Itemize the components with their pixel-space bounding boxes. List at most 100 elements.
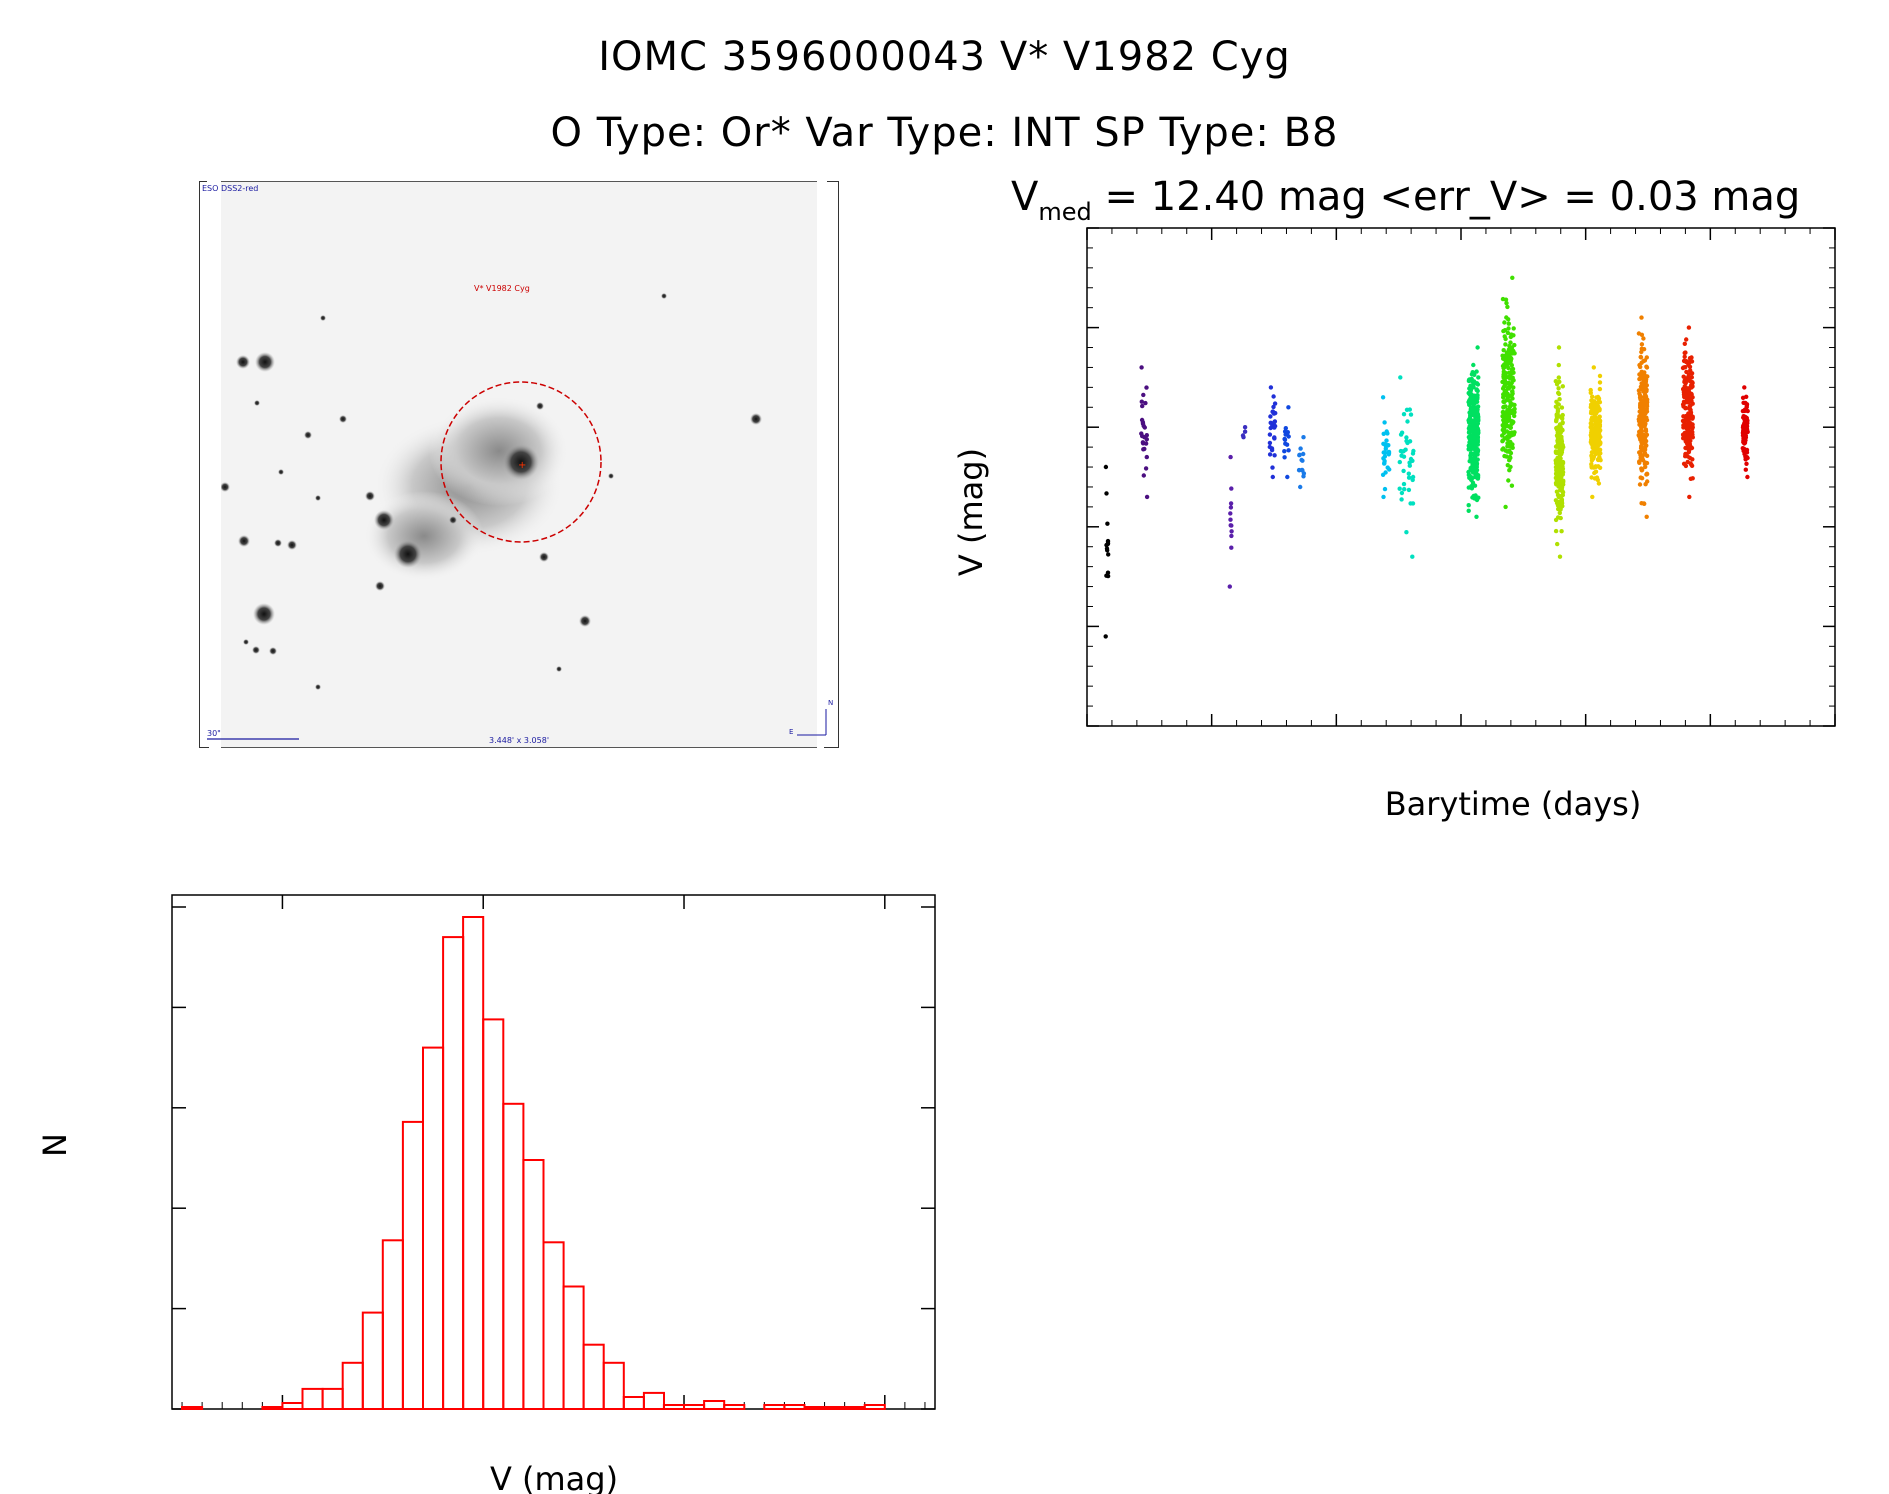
light-curve-point xyxy=(1556,391,1562,397)
light-curve-point xyxy=(1270,465,1275,470)
light-curve-point xyxy=(1502,420,1507,425)
light-curve-point xyxy=(1471,402,1476,408)
light-curve-point xyxy=(1506,360,1512,366)
light-curve-point xyxy=(1410,554,1415,559)
light-curve-point xyxy=(1591,465,1596,470)
light-curve-point xyxy=(1285,430,1291,435)
light-curve-point xyxy=(1590,394,1595,399)
light-curve-point xyxy=(1592,476,1598,481)
light-curve-point xyxy=(1475,388,1480,394)
light-curve-point xyxy=(1644,443,1649,448)
light-curve-point xyxy=(1383,470,1388,475)
light-curve-point xyxy=(1683,417,1688,423)
light-curve-point xyxy=(1742,385,1747,390)
light-curve-point xyxy=(1473,428,1478,433)
histogram-bar xyxy=(381,1239,404,1411)
light-curve-point xyxy=(1503,342,1508,347)
light-curve-point xyxy=(1507,404,1513,409)
light-curve-point xyxy=(1410,458,1415,463)
light-curve-point xyxy=(1687,494,1692,500)
light-curve-point xyxy=(1297,468,1302,473)
light-curve-point xyxy=(1509,432,1515,437)
light-curve-point xyxy=(1381,431,1386,436)
light-curve-point xyxy=(1270,474,1276,480)
light-curve-point xyxy=(1687,385,1693,390)
light-curve-point xyxy=(1408,501,1413,506)
light-curve-point xyxy=(1401,468,1406,474)
light-curve-point xyxy=(1506,433,1511,439)
light-curve-point xyxy=(1644,514,1649,519)
light-curve-point xyxy=(1298,446,1303,451)
light-curve-point xyxy=(1267,432,1273,437)
light-curve-point xyxy=(1559,451,1564,457)
light-curve-point xyxy=(1140,403,1145,409)
light-curve-point xyxy=(1286,448,1291,453)
light-curve-point xyxy=(1508,425,1514,430)
light-curve-point xyxy=(1687,364,1693,369)
light-curve-point xyxy=(1636,388,1642,393)
light-curve-point xyxy=(1271,394,1276,399)
light-curve-point xyxy=(1555,541,1560,547)
light-curve-point xyxy=(1641,432,1647,438)
light-curve-point xyxy=(1406,487,1412,493)
light-curve-point xyxy=(1595,423,1600,428)
light-curve-point xyxy=(1641,424,1646,429)
light-curve-point xyxy=(1469,419,1474,424)
light-curve-point xyxy=(1682,354,1687,359)
light-curve-point xyxy=(1690,395,1695,400)
histogram-bar xyxy=(683,1404,706,1410)
histogram-bar xyxy=(642,1391,666,1411)
light-curve-point xyxy=(1688,476,1694,481)
light-curve-point xyxy=(1637,482,1643,487)
light-curve-point xyxy=(1554,399,1559,404)
light-curve-point xyxy=(1688,407,1693,413)
light-curve-point xyxy=(1501,430,1507,436)
light-curve-point xyxy=(1592,410,1598,415)
light-curve-point xyxy=(1141,473,1147,478)
light-curve-point xyxy=(1557,499,1562,504)
light-curve-point xyxy=(1596,438,1601,444)
light-curve-point xyxy=(1384,429,1389,434)
light-curve-point xyxy=(1740,425,1746,430)
light-curve-point xyxy=(1680,432,1686,437)
light-curve-point xyxy=(1642,374,1648,379)
light-curve-point xyxy=(1283,426,1289,431)
light-curve-point xyxy=(1512,410,1517,415)
light-curve-point xyxy=(1468,426,1473,431)
light-curve-point xyxy=(1142,446,1147,452)
histogram-bar xyxy=(522,1159,545,1410)
light-curve-point xyxy=(1689,371,1695,376)
light-curve-point xyxy=(1554,419,1559,424)
light-curve-point xyxy=(1228,505,1234,510)
light-curve-point xyxy=(1745,474,1750,480)
light-curve-point xyxy=(1744,403,1750,408)
light-curve-point xyxy=(1502,436,1508,441)
light-curve-point xyxy=(1105,570,1111,575)
histogram-bar xyxy=(542,1241,565,1411)
light-curve-point xyxy=(1401,449,1406,454)
light-curve-point xyxy=(1589,475,1594,480)
light-curve-point xyxy=(1555,438,1560,443)
light-curve-point xyxy=(1268,425,1273,431)
light-curve-point xyxy=(1407,463,1413,468)
light-curve-point xyxy=(1229,533,1234,539)
light-curve-point xyxy=(1299,457,1304,463)
light-curve-point xyxy=(1557,481,1563,486)
light-curve-point xyxy=(1512,406,1517,412)
light-curve-point xyxy=(1636,331,1642,336)
light-curve-point xyxy=(1382,454,1388,459)
figure-title-line2: O Type: Or* Var Type: INT SP Type: B8 xyxy=(550,110,1339,156)
light-curve-point xyxy=(1638,449,1643,455)
light-curve-point xyxy=(1681,461,1687,466)
light-curve-point xyxy=(1638,409,1643,415)
light-curve-point xyxy=(1506,386,1512,391)
light-curve-point xyxy=(1475,448,1481,453)
light-curve-point xyxy=(1103,464,1109,470)
light-curve-point xyxy=(1380,395,1386,400)
light-curve-point xyxy=(1553,461,1559,466)
light-curve-point xyxy=(1555,425,1561,430)
light-curve-point xyxy=(1686,375,1692,380)
light-curve-point xyxy=(1745,418,1750,423)
light-curve-point xyxy=(1509,367,1515,372)
light-curve-point xyxy=(1742,407,1748,412)
